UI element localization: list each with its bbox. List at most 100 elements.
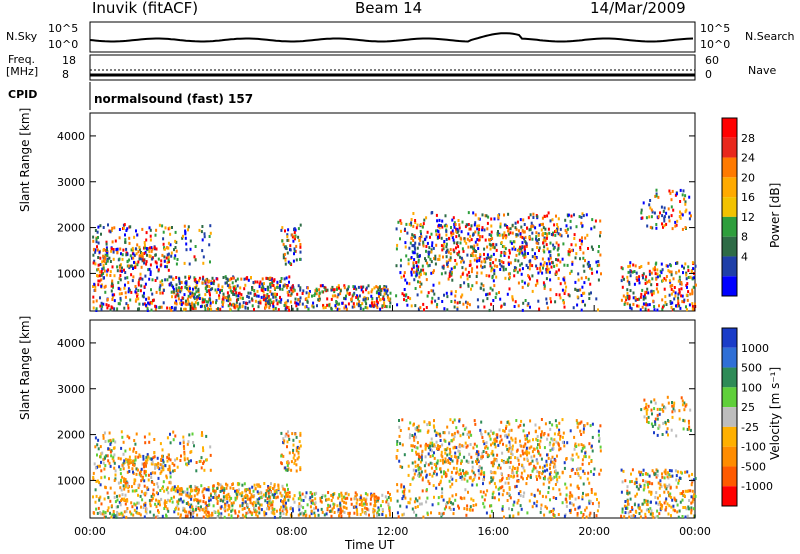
range-gate-cell xyxy=(374,504,377,508)
range-gate-cell xyxy=(453,445,456,449)
range-gate-cell xyxy=(542,281,545,285)
range-gate-cell xyxy=(396,511,399,515)
range-gate-cell xyxy=(308,498,311,501)
range-gate-cell xyxy=(113,293,116,297)
range-gate-cell xyxy=(140,251,142,254)
range-gate-cell xyxy=(685,208,688,212)
range-gate-cell xyxy=(205,458,208,462)
range-gate-cell xyxy=(264,299,267,302)
range-gate-cell xyxy=(475,275,478,278)
range-gate-cell xyxy=(96,248,99,252)
range-gate-cell xyxy=(582,214,585,218)
range-gate-cell xyxy=(260,288,263,292)
range-gate-cell xyxy=(688,303,691,307)
range-gate-cell xyxy=(118,512,121,516)
range-gate-cell xyxy=(691,288,694,292)
range-gate-cell xyxy=(507,212,510,216)
range-gate-cell xyxy=(629,303,631,307)
range-gate-cell xyxy=(149,502,152,506)
range-gate-cell xyxy=(458,452,461,456)
range-gate-cell xyxy=(269,285,272,289)
range-gate-cell xyxy=(437,235,439,239)
range-gate-cell xyxy=(228,285,231,289)
range-gate-cell xyxy=(224,505,227,509)
range-gate-cell xyxy=(173,463,176,467)
range-gate-cell xyxy=(302,506,305,510)
range-gate-cell xyxy=(681,300,684,304)
range-gate-cell xyxy=(251,485,254,489)
range-gate-cell xyxy=(264,300,267,304)
range-gate-cell xyxy=(467,430,470,434)
range-gate-cell xyxy=(145,456,148,460)
range-gate-cell xyxy=(271,493,274,497)
range-gate-cell xyxy=(148,432,151,436)
range-gate-cell xyxy=(529,474,532,477)
range-gate-cell xyxy=(503,213,505,217)
range-gate-cell xyxy=(199,499,202,503)
range-gate-cell xyxy=(321,290,324,294)
range-gate-cell xyxy=(438,281,441,285)
range-gate-cell xyxy=(549,441,552,445)
range-gate-cell xyxy=(160,470,163,474)
range-gate-cell xyxy=(502,261,505,265)
range-gate-cell xyxy=(276,495,279,499)
range-gate-cell xyxy=(288,280,290,284)
range-gate-cell xyxy=(518,268,521,272)
range-gate-cell xyxy=(576,303,579,307)
range-gate-cell xyxy=(258,497,261,501)
range-gate-cell xyxy=(175,240,178,244)
range-gate-cell xyxy=(373,514,375,518)
range-gate-cell xyxy=(674,498,677,502)
range-gate-cell xyxy=(397,220,400,224)
range-gate-cell xyxy=(664,472,667,476)
range-gate-cell xyxy=(558,431,561,435)
range-gate-cell xyxy=(104,255,107,259)
range-gate-cell xyxy=(258,301,260,305)
range-gate-cell xyxy=(364,299,367,303)
range-gate-cell xyxy=(675,304,677,308)
range-gate-cell xyxy=(678,275,681,279)
range-gate-cell xyxy=(184,236,187,240)
range-gate-cell xyxy=(685,273,688,277)
range-gate-cell xyxy=(279,284,281,288)
range-gate-cell xyxy=(100,469,103,473)
range-gate-cell xyxy=(213,495,216,499)
range-gate-cell xyxy=(692,494,695,498)
range-gate-cell xyxy=(446,263,449,266)
range-gate-cell xyxy=(497,230,499,233)
range-gate-cell xyxy=(116,265,119,269)
range-gate-cell xyxy=(205,300,208,304)
range-gate-cell xyxy=(635,276,638,279)
range-gate-cell xyxy=(650,492,653,496)
range-gate-cell xyxy=(338,494,341,498)
range-gate-cell xyxy=(148,226,151,230)
range-gate-cell xyxy=(399,237,401,241)
range-gate-cell xyxy=(339,292,342,296)
range-gate-cell xyxy=(169,432,171,436)
range-gate-cell xyxy=(509,261,512,265)
range-gate-cell xyxy=(583,281,586,285)
range-gate-cell xyxy=(565,285,568,289)
range-gate-cell xyxy=(546,247,549,251)
range-gate-cell xyxy=(502,265,505,269)
range-gate-cell xyxy=(459,236,462,240)
range-gate-cell xyxy=(666,485,669,488)
range-gate-cell xyxy=(150,498,153,502)
range-gate-cell xyxy=(128,447,131,451)
range-gate-cell xyxy=(491,237,494,241)
range-gate-cell xyxy=(556,223,559,226)
range-gate-cell xyxy=(526,511,529,515)
range-gate-cell xyxy=(651,512,654,516)
range-gate-cell xyxy=(596,270,598,274)
range-gate-cell xyxy=(492,252,495,256)
range-gate-cell xyxy=(106,257,109,261)
range-gate-cell xyxy=(247,511,250,515)
range-gate-cell xyxy=(375,291,378,295)
range-gate-cell xyxy=(518,252,521,256)
range-gate-cell xyxy=(385,285,388,289)
range-gate-cell xyxy=(487,256,490,260)
range-gate-cell xyxy=(455,446,458,450)
range-gate-cell xyxy=(170,487,173,491)
range-gate-cell xyxy=(98,270,101,274)
range-gate-cell xyxy=(168,275,171,279)
